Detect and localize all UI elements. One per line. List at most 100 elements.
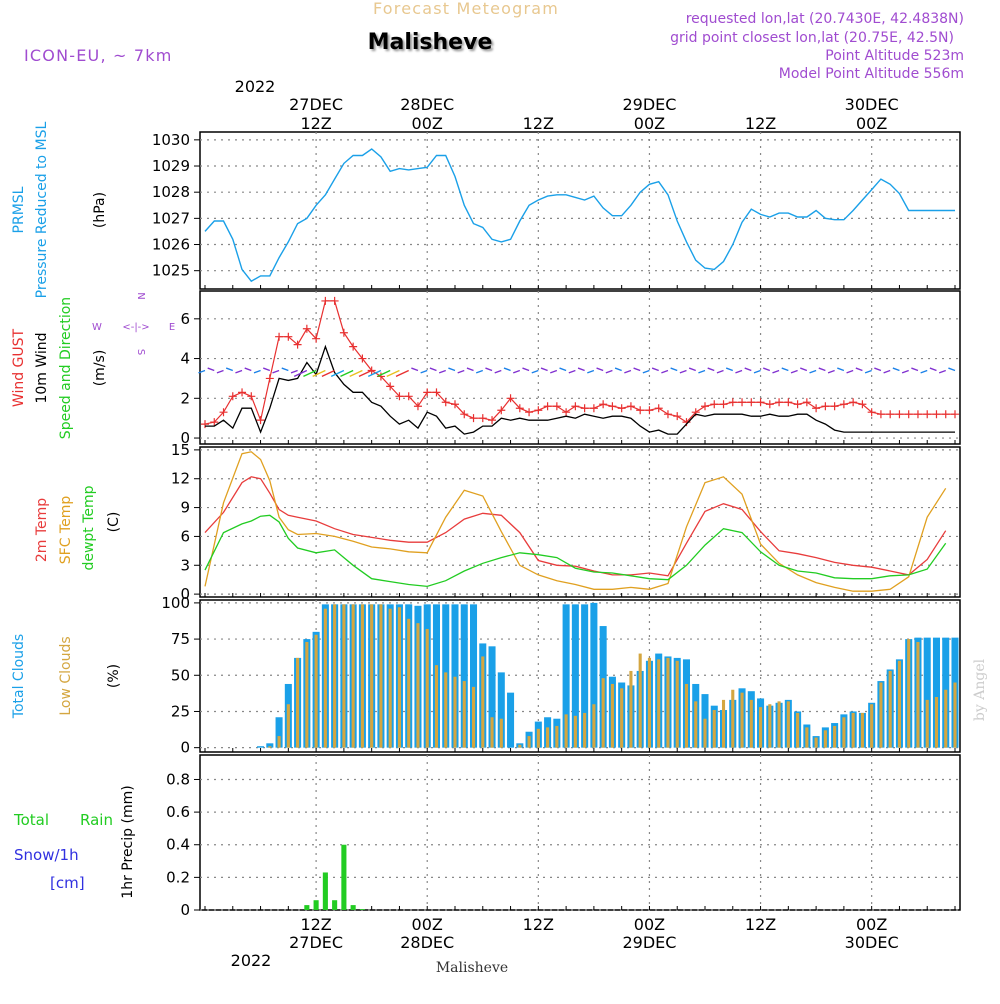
wind-direction-arrow [244, 367, 252, 372]
low-cloud-bar [925, 699, 929, 748]
wind-direction-arrow [312, 369, 326, 378]
temp-unit-label: (C) [106, 512, 122, 533]
y-tick-label: 1028 [152, 183, 190, 201]
low-cloud-bar [471, 686, 476, 748]
gust-marker [571, 402, 580, 411]
low-cloud-bar [684, 683, 689, 748]
grid-point-lonlat: grid point closest lon,lat (20.75E, 42.5… [670, 30, 954, 46]
gust-marker [839, 400, 848, 409]
wind-direction-arrow [911, 367, 919, 372]
low-cloud-bar [703, 718, 707, 748]
gust-marker [636, 406, 645, 415]
pressure-unit-label: (hPa) [92, 192, 108, 228]
compass-arrows: <-|-> [122, 322, 149, 333]
gust-marker [932, 410, 941, 419]
gust-marker [302, 324, 311, 333]
low-cloud-bar [833, 725, 837, 748]
y-tick-label: 0 [180, 901, 190, 919]
y-tick-label: 3 [180, 556, 190, 574]
wind-10m-label: 10m Wind [34, 332, 50, 403]
gust-marker [784, 398, 793, 407]
low-cloud-bar [907, 639, 911, 748]
y-tick-label: 0.4 [166, 836, 190, 854]
total-cloud-bar [923, 637, 931, 748]
gust-marker [867, 408, 876, 417]
gust-marker [543, 402, 552, 411]
gust-marker [580, 404, 589, 413]
gust-marker [469, 414, 478, 423]
wind-direction-arrow [550, 369, 558, 374]
low-cloud-bar [749, 699, 753, 748]
low-cloud-bar [333, 604, 337, 748]
gust-marker [941, 410, 950, 419]
wind-direction-arrow [411, 367, 419, 372]
wind-direction-arrow [827, 369, 835, 374]
low-cloud-bar [620, 688, 624, 748]
low-cloud-bar [536, 728, 540, 748]
series-line-prmsl [204, 148, 955, 283]
gust-marker [238, 388, 247, 397]
wind-direction-arrow [744, 367, 752, 372]
y-tick-label: 1026 [152, 236, 190, 254]
temperature-panel: 2m Temp SFC Temp dewpt Temp (C) [34, 446, 961, 598]
wind-direction-arrow [920, 369, 928, 374]
gust-marker [673, 412, 682, 421]
gust-marker [256, 416, 265, 425]
bottom-axis-year: 2022 [231, 951, 272, 970]
gust-marker [608, 402, 617, 411]
gust-marker [599, 400, 608, 409]
low-cloud-bar [814, 737, 818, 748]
wind-direction-arrow [688, 367, 696, 372]
gust-marker [617, 404, 626, 413]
low-cloud-bar [397, 607, 401, 748]
wind-direction-arrow [800, 367, 808, 372]
time-tick-label: 12Z [745, 915, 776, 934]
temp-2m-label: 2m Temp [34, 498, 50, 562]
gust-marker [413, 402, 422, 411]
date-tick-label: 30DEC [845, 95, 899, 114]
y-tick-label: 9 [180, 499, 190, 517]
footer-location: Malisheve [436, 960, 508, 976]
low-cloud-bar [712, 710, 716, 748]
precip-bar [313, 900, 319, 910]
gust-marker [386, 382, 395, 391]
prmsl-label: PRMSL [11, 186, 27, 233]
series-line-sfc-temp [204, 451, 947, 592]
total-cloud-bar [460, 604, 468, 748]
gust-marker [756, 398, 765, 407]
wind-compass: N W <-|-> E S [92, 292, 175, 355]
gust-marker [478, 414, 487, 423]
gust-marker [534, 406, 543, 415]
wind-direction-arrow [512, 369, 521, 374]
precip-bar [322, 872, 328, 910]
gust-marker [201, 420, 209, 429]
panel-0-axes: 1025 1026 1027 1028 1029 1030 [152, 131, 960, 289]
low-cloud-bar [360, 604, 364, 748]
gust-marker [951, 410, 959, 419]
low-cloud-bar [490, 717, 494, 748]
clouds-panel: Total Clouds Low Clouds (%) [11, 599, 961, 753]
date-tick-label: 28DEC [400, 95, 454, 114]
gust-marker [775, 398, 784, 407]
gust-marker [284, 332, 293, 341]
low-cloud-bar [268, 746, 272, 748]
gust-marker [802, 398, 811, 407]
total-cloud-bar [488, 646, 496, 748]
wind-direction-arrow [762, 367, 771, 372]
wind-direction-arrow [559, 367, 567, 372]
precip-bar [332, 900, 338, 910]
low-cloud-bar [388, 608, 392, 748]
wind-direction-arrow [948, 367, 956, 372]
low-cloud-bar [546, 727, 550, 748]
prmsl-long-label: Pressure Reduced to MSL [34, 121, 50, 298]
wind-direction-arrow [716, 369, 724, 374]
total-cloud-bar [562, 604, 570, 748]
wind-direction-arrow [661, 369, 669, 374]
total-cloud-bar [590, 602, 598, 748]
low-cloud-bar [610, 683, 614, 748]
page-title: Malisheve [368, 30, 493, 55]
total-clouds-label: Total Clouds [11, 634, 27, 719]
y-tick-label: 4 [180, 350, 190, 368]
low-cloud-bar [694, 701, 698, 748]
gust-marker [923, 410, 932, 419]
